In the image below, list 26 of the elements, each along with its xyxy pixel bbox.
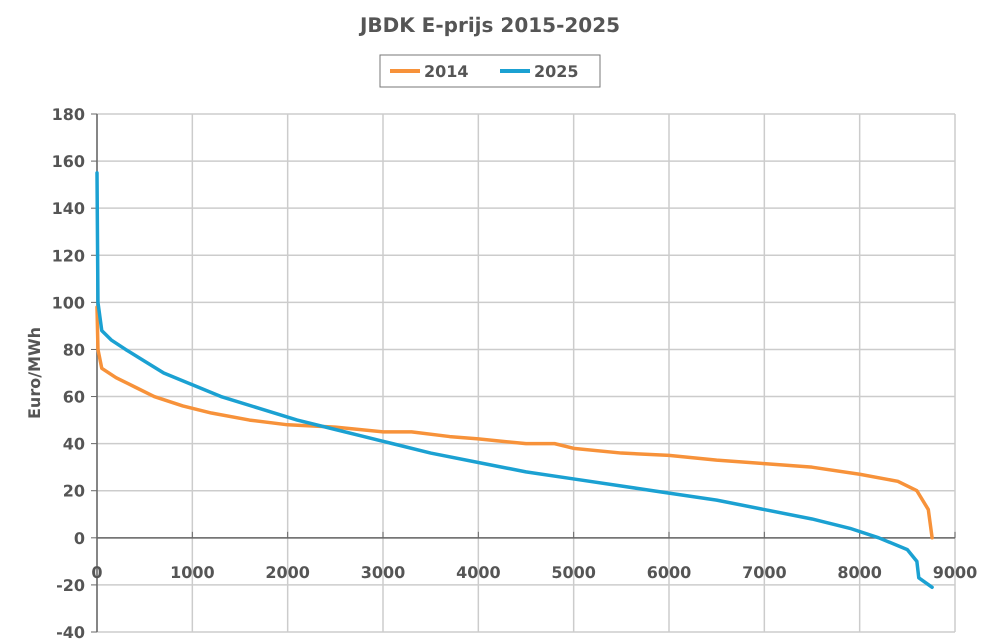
y-tick-label: -40: [56, 623, 85, 640]
y-axis-title: Euro/MWh: [25, 326, 44, 420]
y-tick-label: 160: [52, 152, 85, 172]
y-tick-label: 20: [62, 482, 85, 501]
x-tick-label: 4000: [456, 562, 501, 582]
line-series: [95, 305, 934, 540]
y-tick-label: 40: [62, 434, 85, 454]
x-tick-label: 5000: [551, 562, 596, 582]
y-tick-label: 100: [52, 293, 85, 312]
legend-label: 2025: [534, 62, 579, 81]
chart-title: JBDK E-prijs 2015-2025: [358, 13, 620, 37]
y-tick-label: 180: [52, 105, 85, 124]
x-tick-label: 1000: [170, 562, 215, 582]
x-tick-label: 7000: [742, 562, 787, 582]
y-tick-label: 80: [62, 340, 85, 360]
x-tick-label: 2000: [265, 562, 310, 582]
y-tick-label: 140: [52, 199, 85, 218]
y-tick-label: 120: [52, 246, 85, 266]
x-tick-label: 9000: [932, 562, 978, 582]
x-tick-label: 3000: [360, 562, 406, 582]
y-tick-label: 60: [62, 388, 85, 407]
legend-label: 2014: [424, 62, 469, 81]
x-tick-label: 8000: [837, 562, 882, 582]
y-tick-label: 0: [74, 528, 85, 548]
y-tick-label: -20: [56, 576, 85, 595]
x-tick-label: 6000: [646, 562, 692, 582]
